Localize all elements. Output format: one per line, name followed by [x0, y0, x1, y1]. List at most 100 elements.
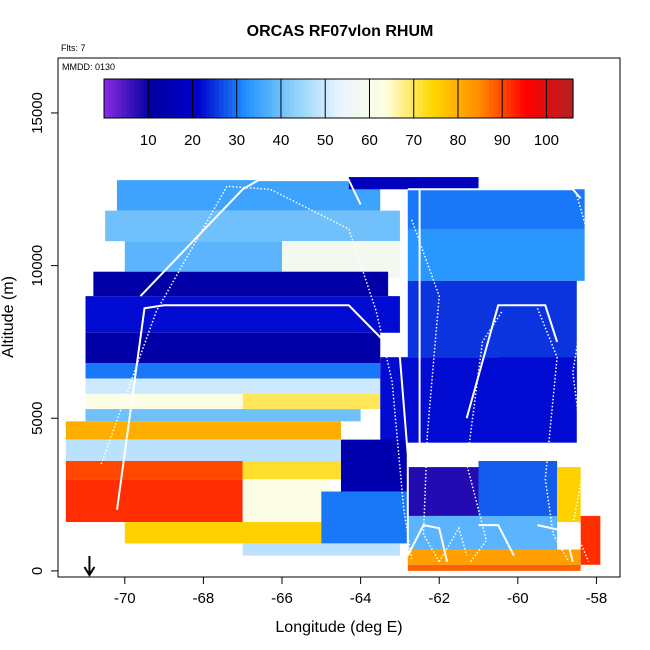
colorbar-segment [108, 79, 114, 118]
colorbar-segment [303, 79, 309, 118]
colorbar-segment [161, 79, 167, 118]
heatmap-cell [65, 439, 341, 461]
flight-track-dotted [465, 310, 503, 563]
colorbar-segment [524, 79, 530, 118]
colorbar-segment [117, 79, 123, 118]
colorbar-tick-label: 100 [534, 132, 559, 149]
colorbar-segment [112, 79, 118, 118]
colorbar-segment [179, 79, 185, 118]
colorbar-segment [289, 79, 295, 118]
heatmap-cell [407, 467, 479, 516]
colorbar-segment [528, 79, 534, 118]
heatmap-cell [242, 543, 400, 556]
arrow-head [83, 566, 96, 577]
colorbar-segment [418, 79, 424, 118]
heatmap-cell [557, 467, 581, 523]
colorbar-segment [157, 79, 163, 118]
colorbar-tick-label: 40 [273, 132, 290, 149]
colorbar-segment [550, 79, 556, 118]
colorbar-segment [272, 79, 278, 118]
colorbar-segment [440, 79, 446, 118]
heatmap-cell [242, 460, 341, 480]
x-axis: -70 -68 -66 -64 -62 -60 -58 [114, 577, 607, 607]
colorbar-segment [325, 79, 331, 118]
heatmap-cell [93, 271, 389, 297]
x-tick-label: -70 [114, 590, 136, 607]
colorbar-segment [196, 79, 202, 118]
colorbar-segment [205, 79, 211, 118]
colorbar-segment [497, 79, 503, 118]
flight-track-solid [478, 524, 515, 557]
colorbar-segment [426, 79, 433, 118]
colorbar-tick-label: 80 [450, 132, 467, 149]
flight-track [100, 179, 594, 563]
colorbar-segment [245, 79, 251, 118]
colorbar-segment [444, 79, 450, 118]
colorbar-tick-label: 70 [405, 132, 422, 149]
colorbar-segment [546, 79, 552, 118]
colorbar-segment [174, 79, 180, 118]
colorbar-segment [369, 79, 375, 118]
colorbar-tick-label: 90 [494, 132, 511, 149]
flight-track-dotted [536, 308, 570, 563]
colorbar-segment [214, 79, 220, 118]
flight-track-solid [139, 179, 362, 297]
colorbar-segment [466, 79, 472, 118]
heatmap-cell [105, 210, 400, 242]
x-axis-label: Longitude (deg E) [275, 619, 402, 636]
colorbar-segment [267, 79, 273, 118]
flight-track-dotted [410, 219, 440, 563]
colorbar-segment [236, 79, 242, 118]
colorbar-segment [493, 79, 499, 118]
colorbar-segment [409, 79, 415, 118]
colorbar-segment [422, 79, 428, 118]
colorbar-segment [130, 79, 136, 118]
colorbar-segment [219, 79, 225, 118]
colorbar-segment [263, 79, 269, 118]
colorbar-segment [329, 79, 335, 118]
colorbar-segment [183, 79, 189, 118]
x-tick-label: -60 [507, 590, 529, 607]
colorbar-segment [280, 79, 287, 118]
colorbar-segment [294, 79, 300, 118]
heatmap-cell [85, 363, 381, 379]
colorbar-segment [506, 79, 512, 118]
colorbar-segment [188, 79, 194, 118]
colorbar-segment [258, 79, 264, 118]
colorbar-tick-label: 50 [317, 132, 334, 149]
colorbar-frame [103, 78, 574, 119]
colorbar: 10 20 30 40 50 60 70 80 90 100 [103, 78, 574, 149]
y-tick-label: 0 [29, 567, 46, 575]
colorbar-segment [316, 79, 322, 118]
colorbar-segment [241, 79, 247, 118]
heatmap-cell [340, 439, 408, 492]
flight-track-solid [407, 188, 582, 200]
heatmap-cells [65, 177, 601, 571]
colorbar-segment [537, 79, 543, 118]
colorbar-segment [285, 79, 291, 118]
colorbar-segment [435, 79, 441, 118]
colorbar-segment [210, 79, 216, 118]
heatmap-cell [407, 280, 577, 358]
colorbar-segment [400, 79, 406, 118]
flight-track-solid [537, 524, 574, 562]
colorbar-segment [396, 79, 402, 118]
colorbar-segment [564, 79, 570, 118]
colorbar-segment [139, 79, 145, 118]
colorbar-segment [276, 79, 282, 118]
colorbar-segment [457, 79, 463, 118]
colorbar-segment [298, 79, 304, 118]
heatmap-cell [65, 460, 243, 480]
x-tick-label: -66 [271, 590, 293, 607]
flight-track-dotted [438, 526, 468, 563]
colorbar-segment [227, 79, 233, 118]
colorbar-tick-label: 30 [228, 132, 245, 149]
colorbar-segment [232, 79, 238, 118]
colorbar-segment [542, 79, 548, 118]
date-annotation: MMDD: 0130 [62, 62, 115, 72]
colorbar-segment [480, 79, 486, 118]
heatmap-cell [242, 393, 381, 410]
colorbar-segment [347, 79, 353, 118]
y-tick-label: 10000 [29, 245, 46, 287]
